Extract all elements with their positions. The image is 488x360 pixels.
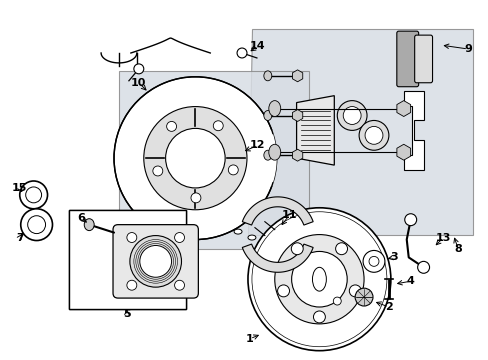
FancyBboxPatch shape xyxy=(414,35,432,83)
FancyBboxPatch shape xyxy=(396,31,418,87)
Circle shape xyxy=(417,261,428,273)
Polygon shape xyxy=(296,96,334,165)
Circle shape xyxy=(26,187,41,203)
Ellipse shape xyxy=(234,229,242,234)
Circle shape xyxy=(277,285,289,297)
Circle shape xyxy=(20,181,47,209)
Polygon shape xyxy=(195,134,276,182)
Ellipse shape xyxy=(365,126,382,144)
Circle shape xyxy=(354,288,372,306)
Circle shape xyxy=(134,64,143,74)
Circle shape xyxy=(174,280,184,290)
Circle shape xyxy=(251,212,386,347)
Ellipse shape xyxy=(247,235,255,240)
Polygon shape xyxy=(403,91,423,170)
Circle shape xyxy=(313,311,325,323)
Circle shape xyxy=(291,251,346,307)
Circle shape xyxy=(140,246,171,277)
Ellipse shape xyxy=(358,121,388,150)
Text: 3: 3 xyxy=(389,252,397,262)
Circle shape xyxy=(237,48,246,58)
Circle shape xyxy=(20,209,52,240)
Text: 14: 14 xyxy=(249,41,265,51)
Circle shape xyxy=(114,77,276,239)
Ellipse shape xyxy=(343,107,360,125)
Circle shape xyxy=(126,233,137,243)
Polygon shape xyxy=(247,29,472,235)
Text: 1: 1 xyxy=(245,334,253,344)
Text: 4: 4 xyxy=(406,276,414,286)
Circle shape xyxy=(291,243,303,255)
Circle shape xyxy=(228,165,238,175)
Circle shape xyxy=(166,121,176,131)
Text: 15: 15 xyxy=(12,183,27,193)
FancyBboxPatch shape xyxy=(113,225,198,298)
Circle shape xyxy=(368,256,378,266)
Circle shape xyxy=(348,285,361,297)
Circle shape xyxy=(191,193,201,203)
Text: 12: 12 xyxy=(250,140,265,150)
Ellipse shape xyxy=(264,111,271,121)
Ellipse shape xyxy=(84,219,94,231)
Circle shape xyxy=(126,280,137,290)
Circle shape xyxy=(143,107,246,210)
Polygon shape xyxy=(242,244,312,272)
Text: 8: 8 xyxy=(453,244,461,255)
Polygon shape xyxy=(119,71,309,249)
Circle shape xyxy=(333,297,341,305)
Ellipse shape xyxy=(337,100,366,130)
Text: 6: 6 xyxy=(77,213,85,223)
Bar xyxy=(69,210,186,309)
Circle shape xyxy=(28,216,45,234)
Circle shape xyxy=(404,214,416,226)
Ellipse shape xyxy=(268,144,280,160)
Circle shape xyxy=(335,243,347,255)
Text: 13: 13 xyxy=(435,233,450,243)
Circle shape xyxy=(153,166,163,176)
Polygon shape xyxy=(242,197,312,225)
Ellipse shape xyxy=(312,267,325,291)
Circle shape xyxy=(247,208,390,351)
Text: 5: 5 xyxy=(123,309,130,319)
Ellipse shape xyxy=(264,71,271,81)
Circle shape xyxy=(274,235,364,324)
Circle shape xyxy=(165,129,224,188)
Circle shape xyxy=(362,251,384,272)
Text: 10: 10 xyxy=(131,78,146,88)
Text: 9: 9 xyxy=(464,44,471,54)
Text: 7: 7 xyxy=(16,233,23,243)
Circle shape xyxy=(130,235,181,287)
Text: 2: 2 xyxy=(384,302,392,312)
Ellipse shape xyxy=(268,100,280,117)
Circle shape xyxy=(174,233,184,243)
Text: 11: 11 xyxy=(281,210,297,220)
Ellipse shape xyxy=(264,150,271,160)
Circle shape xyxy=(213,121,223,131)
Bar xyxy=(69,210,186,309)
